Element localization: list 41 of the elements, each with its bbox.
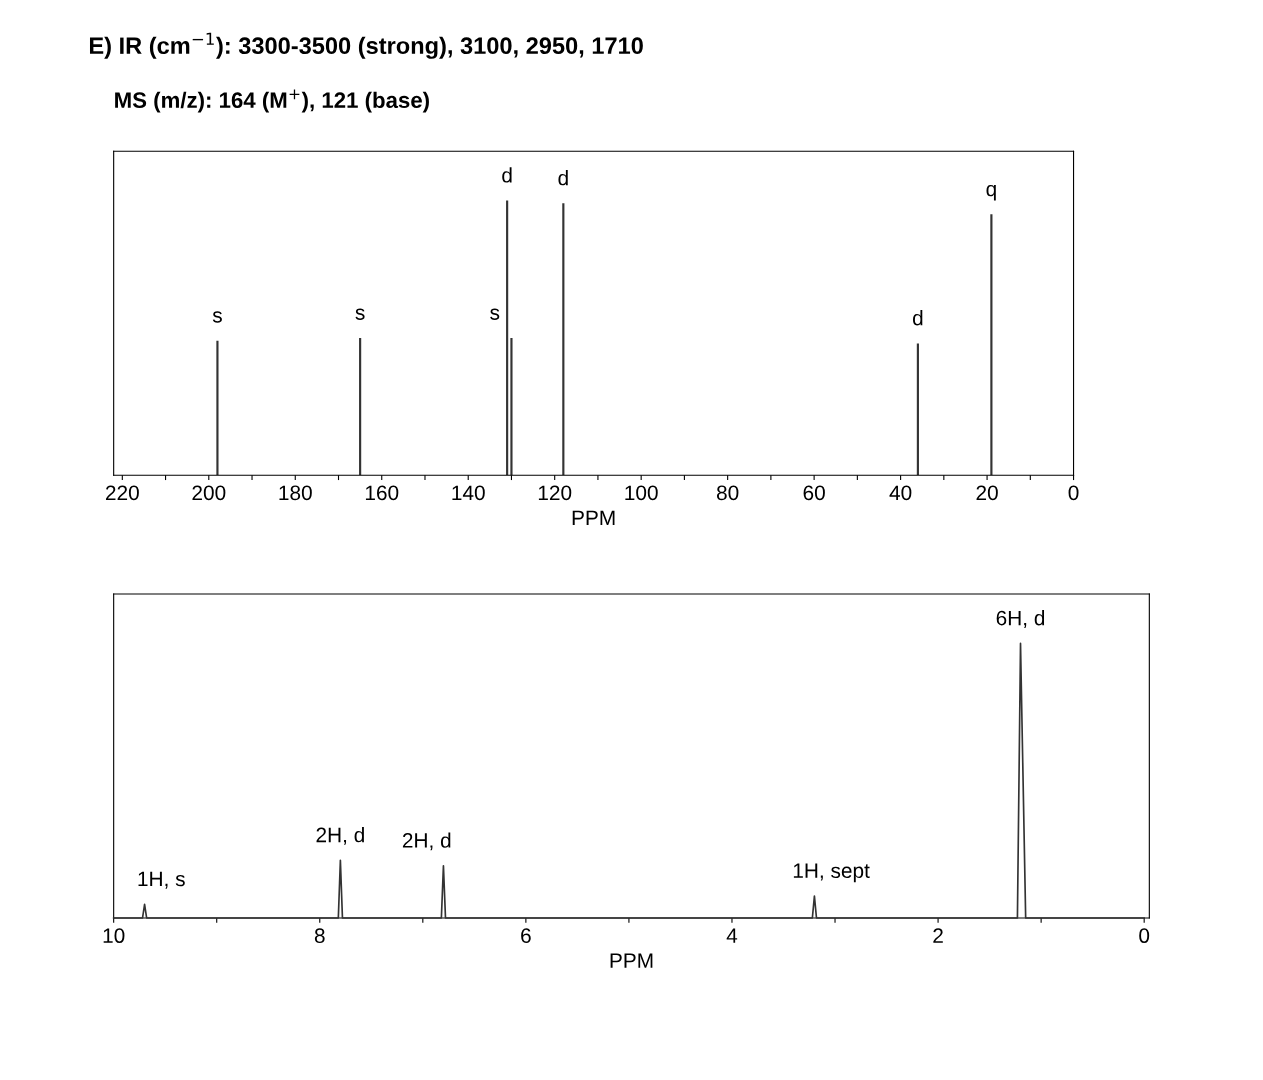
bar bbox=[216, 340, 219, 476]
annotation: d bbox=[502, 167, 512, 183]
x-tick-label: 8 bbox=[314, 928, 325, 944]
x-axis-title: PPM bbox=[572, 510, 615, 525]
chart-subtitle: MS (m/z): 164 (M$^{+}$), 121 (base) bbox=[115, 89, 429, 113]
annotation: q bbox=[986, 184, 996, 201]
bar bbox=[506, 200, 509, 476]
bar bbox=[990, 214, 993, 476]
x-tick-label: 160 bbox=[365, 485, 399, 501]
x-tick-label: 60 bbox=[803, 485, 825, 501]
annotation: d bbox=[558, 170, 568, 186]
x-tick-label: 10 bbox=[103, 928, 125, 944]
x-tick-label: 40 bbox=[889, 485, 912, 501]
x-tick-label: 0 bbox=[1068, 485, 1079, 501]
x-tick-label: 0 bbox=[1139, 928, 1150, 944]
x-tick-label: 140 bbox=[452, 485, 485, 501]
annotation: 2H, d bbox=[316, 827, 364, 845]
chart-title: E) IR (cm$^{−1}$): 3300-3500 (strong), 3100, 2950, 1710 bbox=[89, 32, 643, 59]
annotation: 6H, d bbox=[996, 610, 1045, 628]
annotation: s bbox=[212, 311, 222, 323]
x-tick-label: 120 bbox=[538, 485, 572, 501]
annotation: 2H, d bbox=[402, 832, 451, 851]
x-tick-label: 200 bbox=[192, 485, 226, 501]
x-tick-label: 6 bbox=[521, 928, 531, 944]
x-tick-label: 220 bbox=[105, 485, 139, 501]
x-tick-label: 20 bbox=[976, 485, 998, 501]
annotation: s bbox=[490, 308, 500, 320]
x-tick-label: 100 bbox=[625, 485, 658, 501]
annotation: 1H, s bbox=[138, 871, 185, 889]
x-tick-label: 180 bbox=[279, 485, 312, 501]
x-tick-label: 2 bbox=[933, 928, 943, 943]
annotation: 1H, sept bbox=[793, 863, 870, 883]
x-axis-title: PPM bbox=[610, 953, 653, 968]
annotation: d bbox=[912, 310, 923, 326]
bar bbox=[510, 337, 513, 476]
annotation: s bbox=[355, 308, 365, 320]
bar bbox=[562, 203, 565, 476]
x-tick-label: 4 bbox=[726, 928, 738, 943]
bar bbox=[359, 337, 362, 476]
x-tick-label: 80 bbox=[716, 485, 739, 501]
bar bbox=[916, 343, 919, 476]
